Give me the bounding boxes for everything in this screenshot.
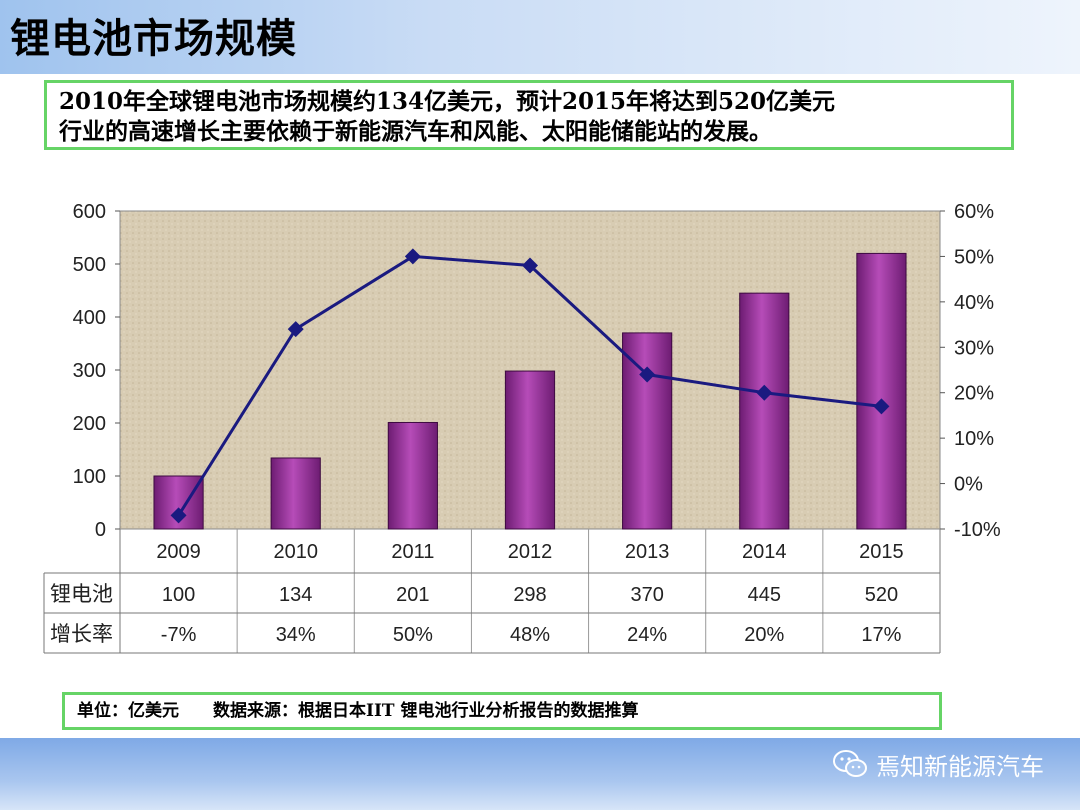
growth-marker: [522, 257, 538, 274]
summary-line-2: 行业的高速增长主要依赖于新能源汽车和风能、太阳能储能站的发展。: [59, 118, 772, 145]
unit-label: 单位：亿美元: [77, 701, 179, 721]
data-label: 201: [396, 584, 429, 606]
brand-name: 焉知新能源汽车: [876, 752, 1044, 781]
data-label: 445: [748, 584, 781, 606]
y-left-tick-label: 300: [73, 360, 106, 382]
y-left-tick-label: 0: [95, 519, 106, 541]
summary-line-1: 2010年全球锂电池市场规模约134亿美元，预计2015年将达到520亿美元: [59, 88, 836, 115]
growth-marker: [287, 321, 304, 338]
y-right-tick-label: 30%: [954, 337, 994, 359]
y-right-tick-label: 10%: [954, 428, 994, 450]
data-label: 134: [279, 584, 312, 606]
data-label: 100: [162, 584, 195, 606]
data-label: -7%: [161, 624, 197, 646]
growth-marker: [639, 366, 656, 383]
data-label: 17%: [861, 624, 901, 646]
table-row-label: 锂电池: [50, 582, 113, 606]
data-label: 298: [513, 584, 546, 606]
data-label: 20%: [744, 624, 784, 646]
y-right-tick-label: 0%: [954, 474, 983, 496]
y-right-tick-label: 60%: [954, 201, 994, 223]
market-chart: 0 100 200 300 400 500 600 -10% 0% 10% 20% 30% 40% 50%…: [43, 201, 1001, 654]
summary-box: 2010年全球锂电池市场规模约134亿美元，预计2015年将达到520亿美元 行…: [44, 80, 1014, 150]
bar: [622, 332, 673, 530]
source-box: 单位：亿美元 数据来源：根据日本IIT 锂电池行业分析报告的数据推算: [62, 692, 942, 730]
data-label: 520: [865, 584, 898, 606]
slide-title: 锂电池市场规模: [10, 16, 297, 62]
y-right-tick-label: 20%: [954, 383, 994, 405]
x-category-label: 2014: [742, 541, 787, 563]
bar: [504, 370, 556, 530]
source-label: 数据来源：根据日本IIT 锂电池行业分析报告的数据推算: [213, 701, 639, 721]
x-category-label: 2015: [859, 541, 904, 563]
y-right-tick-label: 50%: [954, 246, 994, 268]
x-category-label: 2013: [625, 541, 670, 563]
y-left-tick-label: 600: [73, 201, 106, 223]
x-category-label: 2012: [508, 541, 553, 563]
x-category-label: 2010: [273, 541, 318, 563]
data-label: 370: [630, 584, 663, 606]
y-right-tick-label: 40%: [954, 292, 994, 314]
data-label: 48%: [510, 624, 550, 646]
bar: [739, 292, 790, 530]
growth-marker: [873, 398, 890, 415]
y-right-tick-label: -10%: [954, 519, 1001, 541]
growth-marker: [756, 384, 773, 401]
title-band: [0, 0, 1080, 74]
brand-watermark: 焉知新能源汽车: [832, 746, 1044, 782]
x-category-label: 2011: [391, 541, 434, 563]
y-left-tick-label: 400: [73, 307, 106, 329]
data-label: 34%: [276, 624, 316, 646]
bar: [856, 252, 907, 530]
x-category-label: 2009: [156, 541, 201, 563]
wechat-icon: [833, 750, 867, 777]
growth-marker: [404, 248, 421, 265]
y-left-tick-label: 500: [73, 254, 106, 276]
y-left-tick-label: 100: [73, 466, 106, 488]
bar: [387, 421, 438, 530]
data-label: 24%: [627, 624, 667, 646]
data-label: 50%: [393, 624, 433, 646]
bottom-band: [0, 738, 1080, 810]
table-row-label: 增长率: [50, 622, 113, 646]
growth-marker: [170, 507, 187, 524]
bar: [270, 457, 321, 530]
y-left-tick-label: 200: [73, 413, 106, 435]
